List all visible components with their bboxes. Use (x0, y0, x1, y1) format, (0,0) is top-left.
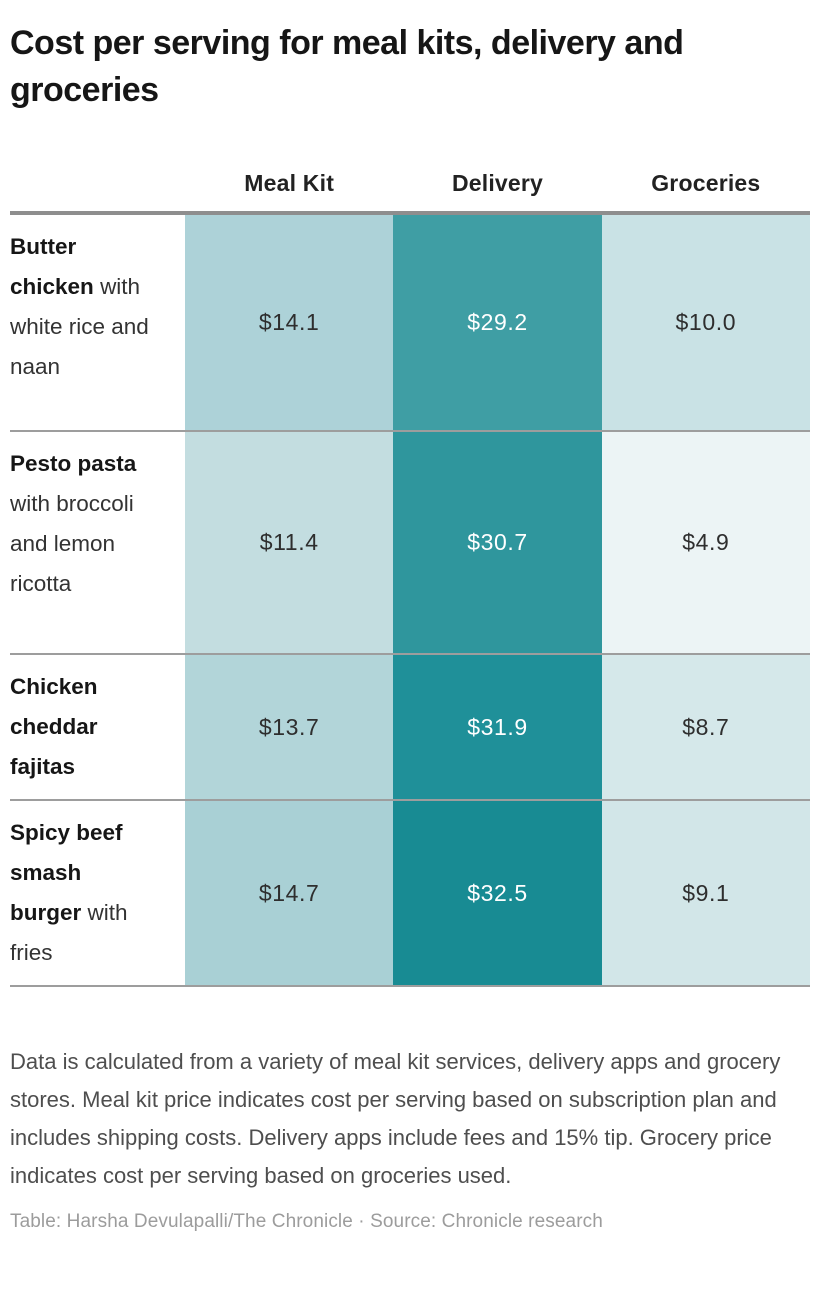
header-spacer (10, 170, 185, 197)
dish-description: with broccoli and lemon ricotta (10, 491, 134, 596)
cell-value: $13.7 (258, 713, 320, 740)
footnote-text: Data is calculated from a variety of mea… (10, 1049, 781, 1188)
cell-value: $14.7 (258, 879, 320, 906)
dish-name: Spicy beef smash burger (10, 820, 123, 925)
cell-value: $9.1 (682, 879, 730, 906)
cell-meal-kit: $11.4 (185, 432, 394, 653)
column-header-meal-kit: Meal Kit (244, 170, 335, 196)
cell-groceries: $8.7 (601, 655, 810, 799)
cell-delivery: $31.9 (393, 655, 602, 799)
cell-value: $8.7 (682, 713, 730, 740)
cell-meal-kit: $14.7 (185, 801, 394, 985)
cell-groceries: $10.0 (601, 215, 810, 430)
dish-description: with fries (10, 900, 128, 965)
dish-name: Chicken cheddar fajitas (10, 674, 98, 779)
cell-value: $32.5 (467, 879, 528, 906)
table-header-row: Meal Kit Delivery Groceries (10, 170, 810, 215)
cell-value: $30.7 (467, 529, 528, 555)
column-header-groceries: Groceries (651, 170, 761, 196)
table-row: Chicken cheddar fajitas $13.7 $31.9 $8.7 (10, 655, 810, 801)
cell-delivery: $30.7 (393, 432, 602, 653)
cell-value: $11.4 (259, 529, 319, 555)
cell-meal-kit: $13.7 (185, 655, 394, 799)
table-row: Pesto pasta with broccoli and lemon rico… (10, 432, 810, 655)
cell-groceries: $4.9 (601, 432, 810, 653)
table-row: Butter chicken with white rice and naan … (10, 215, 810, 432)
row-label: Chicken cheddar fajitas (10, 655, 185, 799)
page-title: Cost per serving for meal kits, delivery… (10, 24, 684, 109)
cell-meal-kit: $14.1 (185, 215, 394, 430)
dish-name: Pesto pasta (10, 451, 137, 476)
row-label: Butter chicken with white rice and naan (10, 215, 185, 430)
row-label: Spicy beef smash burger with fries (10, 801, 185, 985)
cell-value: $14.1 (258, 309, 320, 335)
dish-name: Butter chicken (10, 234, 94, 299)
column-header-delivery: Delivery (451, 170, 544, 196)
cell-value: $4.9 (682, 529, 730, 555)
credit-line: Table: Harsha Devulapalli/The Chronicle … (10, 1211, 603, 1232)
cell-value: $10.0 (675, 309, 737, 335)
cell-groceries: $9.1 (601, 801, 810, 985)
cell-delivery: $32.5 (393, 801, 602, 985)
cell-value: $31.9 (467, 713, 528, 740)
row-label: Pesto pasta with broccoli and lemon rico… (10, 432, 185, 653)
cell-value: $29.2 (467, 309, 528, 335)
cell-delivery: $29.2 (393, 215, 602, 430)
table-row: Spicy beef smash burger with fries $14.7… (10, 801, 810, 987)
dish-description: with white rice and naan (10, 274, 149, 379)
